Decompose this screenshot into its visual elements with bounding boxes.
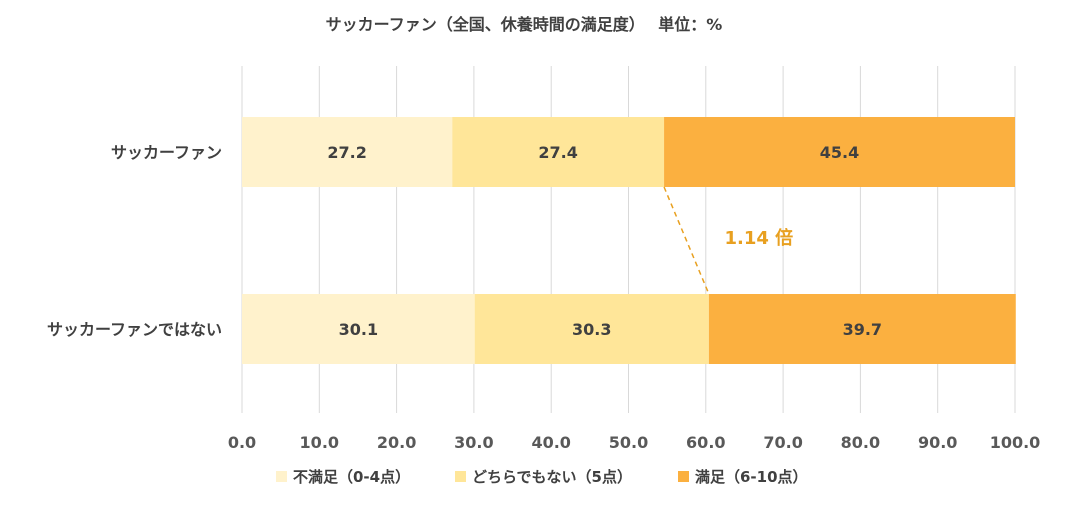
x-tick-label: 20.0	[377, 433, 416, 452]
x-tick-label: 40.0	[531, 433, 570, 452]
x-tick-label: 90.0	[918, 433, 957, 452]
x-tick-label: 30.0	[454, 433, 493, 452]
x-tick-label: 10.0	[300, 433, 339, 452]
data-label: 27.4	[538, 143, 577, 162]
legend-label: 満足（6-10点）	[695, 468, 808, 486]
bar-segment	[474, 294, 709, 364]
data-label: 30.3	[572, 320, 611, 339]
bar-segment	[708, 294, 1016, 364]
x-tick-label: 100.0	[990, 433, 1041, 452]
data-label: 30.1	[339, 320, 378, 339]
ratio-annotation: 1.14 倍	[663, 186, 793, 295]
bar-segment	[242, 117, 453, 187]
x-tick-label: 50.0	[609, 433, 648, 452]
category-label: サッカーファン	[111, 143, 222, 162]
chart-title: サッカーファン（全国、休養時間の満足度） 単位：%	[326, 15, 723, 34]
legend-swatch	[276, 471, 287, 482]
legend-label: 不満足（0-4点）	[293, 468, 410, 486]
bar-segment	[452, 117, 665, 187]
legend-swatch	[678, 471, 689, 482]
legend: 不満足（0-4点） どちらでもない（5点） 満足（6-10点）	[276, 468, 808, 486]
x-tick-label: 60.0	[686, 433, 725, 452]
annotation-label: 1.14 倍	[724, 227, 793, 249]
data-label: 45.4	[820, 143, 859, 162]
x-tick-label: 80.0	[841, 433, 880, 452]
legend-swatch	[455, 471, 466, 482]
x-axis-ticks: 0.0 10.0 20.0 30.0 40.0 50.0 60.0 70.0 80.0 90.0 1…	[228, 433, 1040, 452]
x-tick-label: 0.0	[228, 433, 256, 452]
data-label: 39.7	[843, 320, 882, 339]
bars: 27.2 27.4 45.4 30.1 30.3 39.7	[242, 117, 1016, 364]
x-tick-label: 70.0	[763, 433, 802, 452]
category-label: サッカーファンではない	[47, 320, 222, 339]
bar-segment	[242, 294, 475, 364]
data-label: 27.2	[327, 143, 366, 162]
bar-segment	[664, 117, 1015, 187]
legend-label: どちらでもない（5点）	[472, 468, 632, 486]
annotation-connector	[663, 186, 710, 295]
